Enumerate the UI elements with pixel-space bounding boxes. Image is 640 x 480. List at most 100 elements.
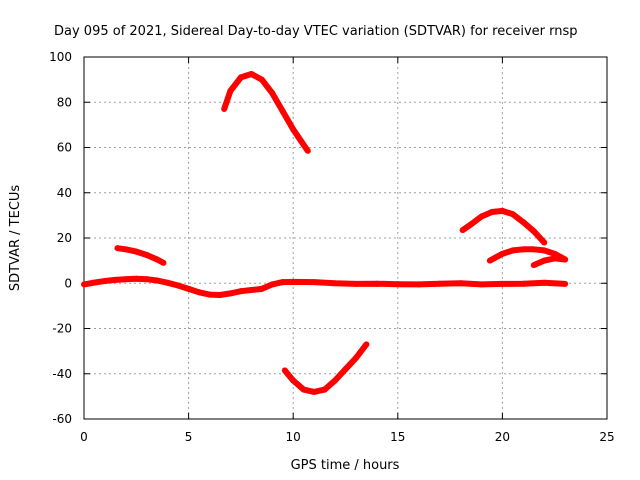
- data-point: [279, 108, 286, 115]
- data-point: [164, 279, 171, 286]
- data-point: [436, 280, 443, 287]
- data-point: [216, 292, 223, 299]
- data-point: [237, 74, 244, 81]
- data-point: [160, 259, 167, 266]
- data-point: [258, 285, 265, 292]
- y-tick-label: -60: [52, 412, 72, 426]
- data-point: [122, 276, 129, 283]
- data-point: [154, 277, 161, 284]
- data-point: [541, 247, 548, 254]
- x-tick-label: 5: [185, 430, 193, 444]
- data-point: [311, 279, 318, 286]
- data-point: [551, 250, 558, 257]
- x-tick-label: 20: [495, 430, 510, 444]
- data-point: [196, 289, 203, 296]
- data-point: [530, 228, 537, 235]
- data-point: [248, 70, 255, 77]
- grid: [84, 57, 607, 419]
- data-point: [541, 257, 548, 264]
- data-point: [520, 219, 527, 226]
- data-point: [457, 280, 464, 287]
- data-point: [81, 281, 87, 288]
- data-point: [562, 256, 569, 263]
- data-point: [541, 279, 548, 286]
- data-point: [304, 147, 311, 154]
- data-point: [321, 386, 328, 393]
- data-point: [133, 275, 140, 282]
- data-point: [143, 276, 150, 283]
- data-point: [520, 280, 527, 287]
- data-point: [342, 366, 349, 373]
- data-point: [499, 207, 506, 214]
- data-point: [185, 285, 192, 292]
- x-tick-label: 10: [286, 430, 301, 444]
- data-point: [206, 291, 213, 298]
- data-point: [509, 211, 516, 218]
- chart-title: Day 095 of 2021, Sidereal Day-to-day VTE…: [54, 24, 578, 39]
- series-baseline: [83, 275, 566, 298]
- data-point: [551, 255, 558, 262]
- data-point: [541, 239, 548, 246]
- data-point: [373, 280, 380, 287]
- data-point: [143, 251, 150, 258]
- data-point: [281, 367, 288, 374]
- y-tick-label: 80: [57, 95, 72, 109]
- data-point: [499, 280, 506, 287]
- y-tick-label: 40: [57, 186, 72, 200]
- data-point: [227, 87, 234, 94]
- data-point: [279, 279, 286, 286]
- data-point: [468, 221, 475, 228]
- data-point: [175, 282, 182, 289]
- data-point: [459, 227, 466, 234]
- series-pass-c: [282, 342, 369, 395]
- x-axis-label: GPS time / hours: [291, 458, 400, 473]
- data-point: [269, 90, 276, 97]
- axis-ticks: 0 5 10 15 20 25 -60 -40 -20 0 20 40 60 80 100: [49, 50, 615, 444]
- series-pass-f: [532, 255, 566, 268]
- y-tick-label: 60: [57, 141, 72, 155]
- y-tick-label: 0: [64, 276, 72, 290]
- data-point: [248, 287, 255, 294]
- data-point: [509, 247, 516, 254]
- data-point: [394, 281, 401, 288]
- data-point: [114, 245, 121, 252]
- data-point: [101, 277, 108, 284]
- data-point: [363, 341, 370, 348]
- data-point: [332, 280, 339, 287]
- data-point: [122, 246, 129, 253]
- data-point: [352, 354, 359, 361]
- y-tick-label: 100: [49, 50, 72, 64]
- series-pass-b: [221, 71, 311, 153]
- data-point: [258, 76, 265, 83]
- x-tick-label: 15: [390, 430, 405, 444]
- data-point: [91, 279, 98, 286]
- data-point: [478, 213, 485, 220]
- data-point: [237, 288, 244, 295]
- y-tick-label: -40: [52, 367, 72, 381]
- data-point: [488, 208, 495, 215]
- data-point: [133, 248, 140, 255]
- data-point: [352, 280, 359, 287]
- data-series: [81, 70, 569, 395]
- data-point: [311, 388, 318, 395]
- data-point: [520, 246, 527, 253]
- data-point: [415, 281, 422, 288]
- data-point: [269, 281, 276, 288]
- data-point: [221, 106, 228, 113]
- data-point: [530, 262, 537, 269]
- data-point: [300, 386, 307, 393]
- data-point: [290, 126, 297, 133]
- data-point: [332, 377, 339, 384]
- data-point: [154, 256, 161, 263]
- data-point: [486, 257, 493, 264]
- y-tick-label: 20: [57, 231, 72, 245]
- data-point: [112, 276, 119, 283]
- data-point: [478, 281, 485, 288]
- data-point: [227, 290, 234, 297]
- y-axis-label: SDTVAR / TECUs: [8, 185, 23, 292]
- x-tick-label: 0: [80, 430, 88, 444]
- x-tick-label: 25: [599, 430, 614, 444]
- data-point: [290, 377, 297, 384]
- data-point: [499, 250, 506, 257]
